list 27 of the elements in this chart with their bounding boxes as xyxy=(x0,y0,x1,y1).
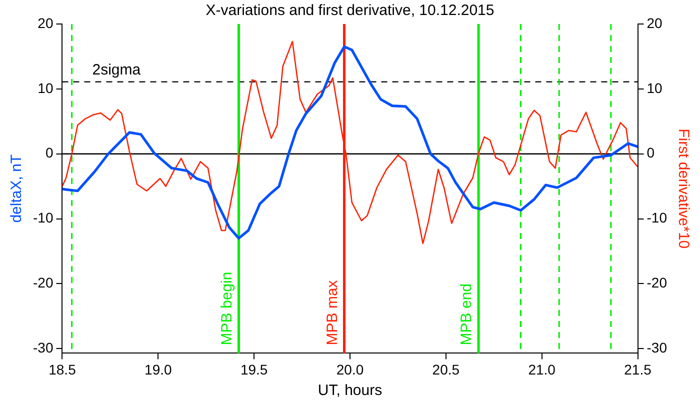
y-tick-label: -30 xyxy=(33,340,54,356)
ref-line-label: MPB begin xyxy=(218,272,236,346)
x-tick-label: 19.0 xyxy=(144,361,172,378)
y2-tick-label: 0 xyxy=(646,144,655,161)
x-tick-label: 19.5 xyxy=(240,361,268,378)
y2-tick-label: 20 xyxy=(646,14,663,31)
y-tick-label: -20 xyxy=(33,274,54,291)
y2-tick-label: -20 xyxy=(646,274,668,291)
chart-title: X-variations and first derivative, 10.12.2015 xyxy=(206,2,494,20)
x-axis-title: UT, hours xyxy=(318,382,382,400)
y-tick-label: 10 xyxy=(38,80,54,96)
ref-line-label: MPB end xyxy=(458,283,476,346)
y-tick-label: 0 xyxy=(45,144,54,161)
y2-axis-title: First derivative*10 xyxy=(674,128,692,249)
x-tick-label: 21.5 xyxy=(624,361,652,378)
y2-tick-label: -10 xyxy=(646,210,668,226)
x-tick-label: 20.5 xyxy=(432,361,460,378)
ref-line-label: MPB max xyxy=(324,280,341,346)
y-tick-label: 20 xyxy=(38,14,54,31)
ref-line-label: 2sigma xyxy=(92,61,142,78)
x-tick-label: 21.0 xyxy=(528,361,556,378)
x-tick-label: 20.0 xyxy=(336,361,364,378)
y2-tick-label: 10 xyxy=(646,80,663,96)
y-tick-label: -10 xyxy=(33,210,54,226)
y-axis-title: deltaX, nT xyxy=(8,154,26,223)
x-tick-label: 18.5 xyxy=(48,361,76,378)
y2-tick-label: -30 xyxy=(646,340,668,356)
